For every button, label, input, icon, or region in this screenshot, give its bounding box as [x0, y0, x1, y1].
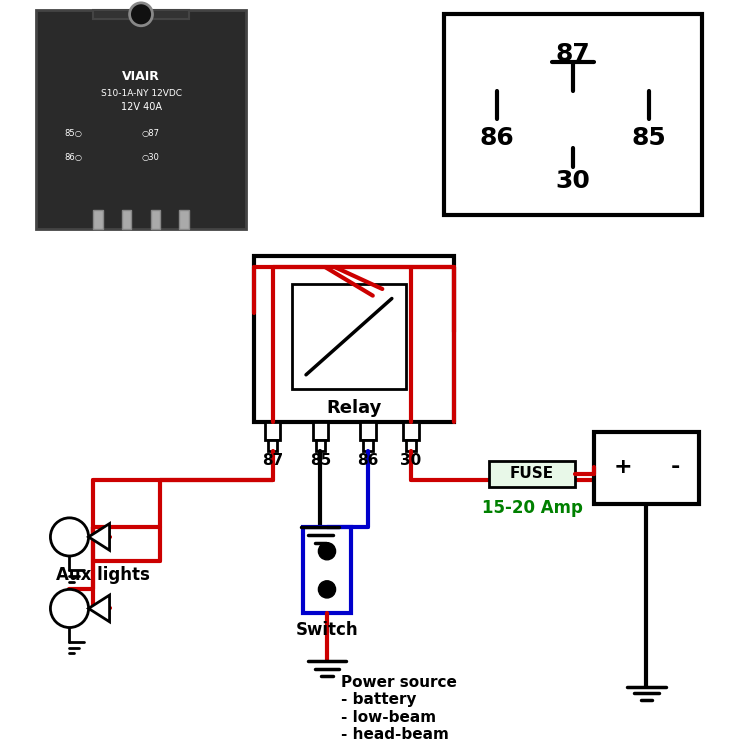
Text: 87: 87: [556, 42, 590, 66]
Text: 12V 40A: 12V 40A: [121, 102, 161, 112]
Text: 86: 86: [479, 126, 514, 151]
Text: 85: 85: [632, 126, 667, 151]
Circle shape: [319, 542, 336, 559]
Text: Relay: Relay: [326, 399, 381, 417]
Bar: [179, 210, 188, 229]
Bar: [93, 10, 188, 19]
Text: Power source
- battery
- low-beam
- head-beam: Power source - battery - low-beam - head…: [342, 675, 457, 742]
Bar: [265, 422, 280, 440]
Text: FUSE: FUSE: [510, 467, 554, 482]
Polygon shape: [88, 524, 110, 551]
Bar: [489, 461, 575, 487]
Bar: [445, 14, 702, 214]
Bar: [403, 422, 419, 440]
Bar: [313, 422, 328, 440]
Circle shape: [51, 518, 88, 556]
Text: 30: 30: [556, 169, 590, 193]
Bar: [151, 210, 160, 229]
Bar: [254, 255, 454, 422]
Bar: [93, 210, 103, 229]
Text: S10-1A-NY 12VDC: S10-1A-NY 12VDC: [101, 89, 182, 98]
Polygon shape: [88, 595, 110, 622]
Bar: [316, 440, 325, 451]
Text: ○87: ○87: [141, 129, 159, 138]
Text: 86○: 86○: [65, 153, 82, 162]
Bar: [291, 284, 406, 389]
Text: 15-20 Amp: 15-20 Amp: [481, 499, 582, 517]
Bar: [268, 440, 277, 451]
Bar: [122, 210, 132, 229]
Text: 85○: 85○: [65, 129, 82, 138]
Circle shape: [319, 581, 336, 598]
Text: 85: 85: [310, 453, 331, 468]
Text: 30: 30: [400, 453, 422, 468]
Text: 87: 87: [262, 453, 283, 468]
Text: Aux lights: Aux lights: [56, 566, 150, 584]
Text: ○30: ○30: [141, 153, 159, 162]
Text: Switch: Switch: [296, 621, 358, 640]
Text: 86: 86: [357, 453, 379, 468]
Bar: [361, 422, 375, 440]
Circle shape: [51, 589, 88, 628]
Text: -: -: [670, 457, 680, 477]
Text: VIAIR: VIAIR: [122, 70, 160, 83]
Bar: [364, 440, 372, 451]
Bar: [36, 10, 246, 229]
Circle shape: [130, 3, 152, 26]
Bar: [594, 432, 699, 504]
Bar: [303, 528, 351, 613]
Bar: [406, 440, 416, 451]
Text: +: +: [613, 457, 632, 477]
